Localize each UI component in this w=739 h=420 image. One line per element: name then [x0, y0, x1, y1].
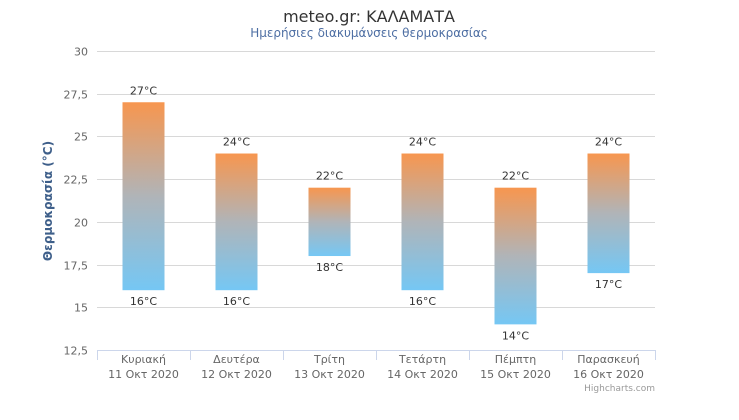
high-temp-label: 22°C [316, 170, 343, 183]
x-tick-label-day: Παρασκευή [577, 353, 640, 366]
chart-title: meteo.gr: ΚΑΛΑΜΑΤΑ [283, 7, 455, 26]
temperature-range-bar [494, 187, 537, 325]
y-tick-label: 27,5 [64, 89, 89, 102]
high-temp-label: 24°C [409, 136, 436, 149]
y-tick-label: 17,5 [64, 260, 89, 273]
low-temp-label: 16°C [223, 295, 250, 308]
x-tick-label-day: Κυριακή [121, 353, 166, 366]
low-temp-label: 16°C [409, 295, 436, 308]
credits-link[interactable]: Highcharts.com [584, 384, 655, 394]
y-axis-title: Θερμοκρασία (°C) [41, 141, 55, 261]
temperature-range-bar [587, 153, 630, 274]
y-tick-label: 12,5 [64, 345, 89, 358]
high-temp-label: 22°C [502, 170, 529, 183]
y-tick-label: 15 [74, 302, 88, 315]
temperature-range-bar [122, 102, 165, 291]
high-temp-label: 24°C [223, 136, 250, 149]
temperature-range-bar [401, 153, 444, 291]
y-tick-label: 25 [74, 131, 88, 144]
x-tick-label-date: 15 Οκτ 2020 [480, 368, 551, 381]
y-axis-ticks: 12,5 15 17,5 20 22,5 25 27,5 30 [64, 46, 89, 358]
high-temp-label: 24°C [595, 136, 622, 149]
x-tick-label-date: 16 Οκτ 2020 [573, 368, 644, 381]
high-temp-label: 27°C [130, 84, 157, 97]
x-axis: Κυριακή 11 Οκτ 2020 Δευτέρα 12 Οκτ 2020 Τρίτ… [97, 350, 656, 381]
x-tick-label-day: Τετάρτη [398, 353, 446, 366]
temperature-range-bar [215, 153, 258, 291]
temperature-range-bar [308, 187, 351, 257]
y-tick-label: 20 [74, 217, 88, 230]
y-tick-label: 22,5 [64, 174, 89, 187]
low-temp-label: 17°C [595, 278, 622, 291]
low-temp-label: 14°C [502, 329, 529, 342]
x-tick-label-date: 13 Οκτ 2020 [294, 368, 365, 381]
data-labels: 27°C 16°C 24°C 16°C 22°C 18°C 24°C 16°C 22°C 14°C… [130, 84, 622, 342]
x-tick-label-day: Τρίτη [313, 353, 345, 366]
x-tick-label-date: 14 Οκτ 2020 [387, 368, 458, 381]
grid-lines [97, 51, 655, 308]
x-tick-label-day: Πέμπτη [495, 353, 536, 366]
x-tick-label-day: Δευτέρα [213, 353, 260, 366]
x-tick-label-date: 12 Οκτ 2020 [201, 368, 272, 381]
x-tick-label-date: 11 Οκτ 2020 [108, 368, 179, 381]
temperature-bars [122, 102, 630, 325]
chart-subtitle: Ημερήσιες διακυμάνσεις θερμοκρασίας [250, 26, 488, 40]
low-temp-label: 16°C [130, 295, 157, 308]
y-tick-label: 30 [74, 46, 88, 59]
low-temp-label: 18°C [316, 261, 343, 274]
